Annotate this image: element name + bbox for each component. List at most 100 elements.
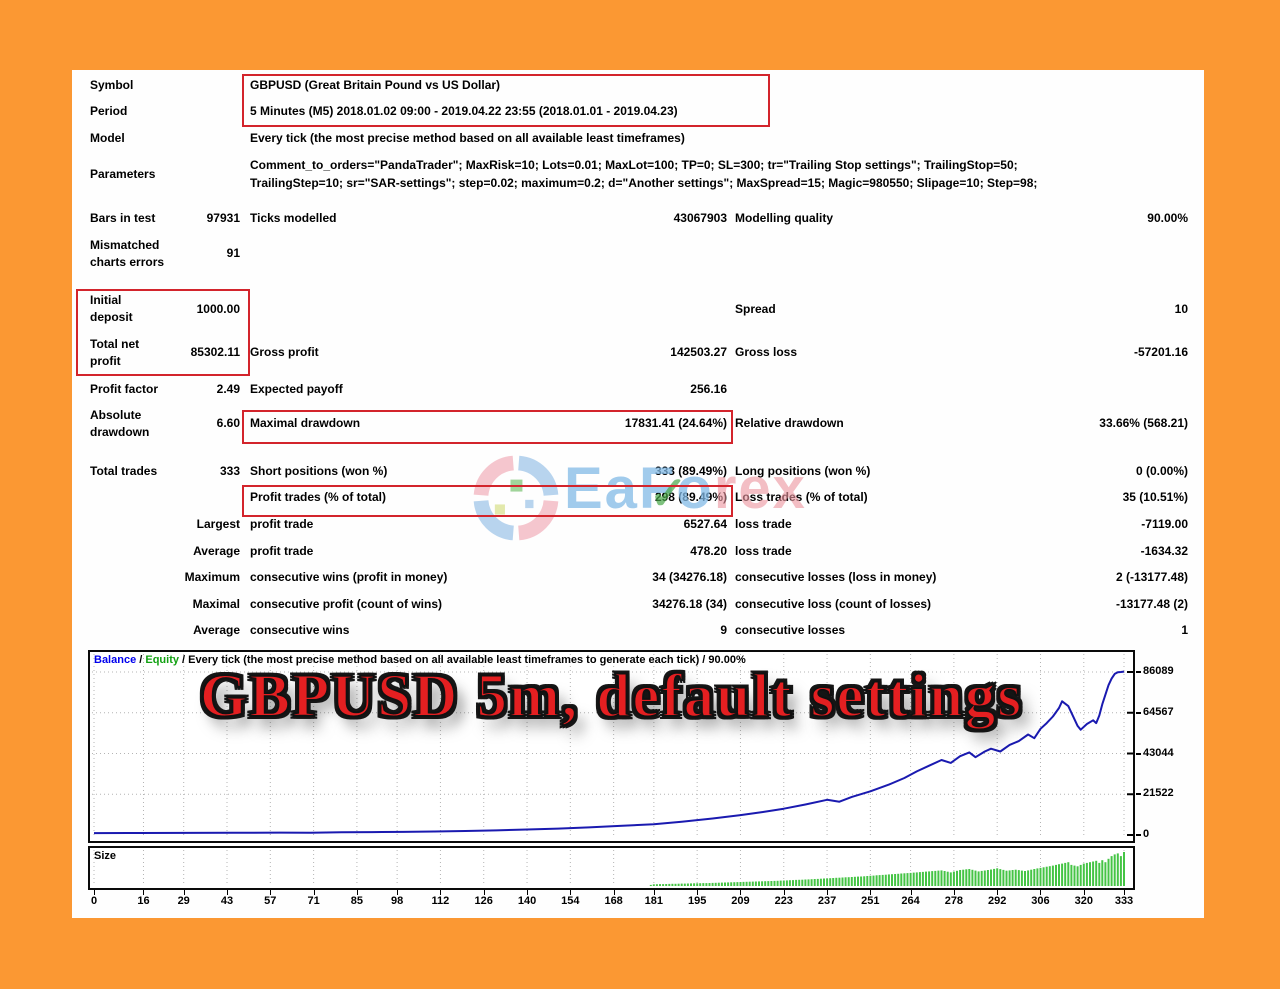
y-tick-mark (1136, 793, 1141, 796)
max-consecutive-losses-label: consecutive losses (loss in money) (735, 570, 937, 584)
size-bar (699, 883, 702, 886)
size-bar (665, 884, 668, 886)
loss-trades-label: Loss trades (% of total) (735, 490, 868, 504)
size-bar (847, 877, 850, 886)
size-bar (1119, 856, 1122, 886)
highlight-box-symbol-period (242, 74, 770, 127)
size-bar (835, 877, 838, 886)
size-bar (900, 873, 903, 886)
y-tick-label: 64567 (1143, 705, 1174, 718)
expected-payoff-value: 256.16 (690, 382, 727, 396)
x-tick-mark (1040, 890, 1042, 895)
size-bar (1107, 858, 1110, 886)
size-bar (761, 881, 764, 886)
x-tick-label: 71 (307, 895, 320, 907)
size-bar (990, 869, 992, 886)
size-bar (956, 870, 958, 886)
size-bar (918, 872, 921, 886)
size-bar (1067, 862, 1070, 886)
size-bar (853, 876, 856, 886)
expected-payoff-label: Expected payoff (250, 382, 343, 396)
x-tick-mark (143, 890, 145, 895)
chart-header-equity: Equity (145, 654, 179, 666)
x-tick-label: 209 (731, 895, 750, 907)
x-tick-label: 264 (901, 895, 920, 907)
size-bar (652, 884, 655, 886)
x-tick-label: 112 (431, 895, 450, 907)
size-bar (912, 872, 915, 886)
profit-factor-value: 2.49 (216, 382, 240, 396)
y-axis-labels: 86089 64567 43044 21522 0 (1136, 650, 1202, 850)
size-bar (1089, 862, 1091, 886)
balance-chart: Balance / Equity / Every tick (the most … (88, 650, 1135, 843)
x-tick-label: 292 (987, 895, 1007, 907)
y-tick-mark (1136, 671, 1141, 673)
total-trades-label: Total trades (90, 464, 158, 478)
size-bar (742, 881, 745, 886)
size-bar (996, 868, 999, 886)
highlight-box-maximal-drawdown (242, 410, 733, 444)
size-bar (1104, 862, 1107, 886)
size-bar (758, 881, 760, 886)
average-loss-trade-label: loss trade (735, 544, 792, 558)
balance-line (93, 670, 1125, 835)
size-bar (844, 877, 847, 886)
size-bar (909, 872, 912, 886)
x-tick-label: 251 (861, 895, 880, 907)
size-bar (1051, 865, 1054, 886)
size-bar (1042, 867, 1045, 886)
size-bar (739, 882, 742, 886)
size-bar (934, 870, 937, 886)
size-bar (1082, 863, 1085, 886)
long-positions-value: 0 (0.00%) (1135, 464, 1188, 478)
size-bar (792, 880, 794, 886)
size-bar (782, 880, 785, 886)
maximum-label: Maximum (184, 570, 240, 584)
size-chart-label: Size (94, 850, 117, 862)
x-tick-label: 16 (137, 895, 150, 907)
total-net-profit-label: Total net profit (90, 337, 140, 368)
size-bar (1113, 854, 1116, 886)
x-tick-mark (440, 890, 442, 895)
average-loss-trade-value: -1634.32 (1140, 544, 1188, 558)
size-bar (1030, 869, 1033, 886)
size-bar (751, 881, 754, 886)
size-bar (655, 884, 658, 886)
size-bar (986, 870, 989, 886)
size-bar (894, 874, 897, 886)
chart-header: Balance / Equity / Every tick (the most … (94, 654, 746, 666)
x-tick-label: 85 (350, 895, 364, 907)
size-bar (974, 870, 977, 886)
x-tick-label: 320 (1074, 895, 1093, 907)
size-bar (925, 871, 927, 886)
largest-loss-trade-label: loss trade (735, 517, 792, 531)
size-bar (720, 882, 723, 886)
x-tick-mark (870, 890, 872, 895)
size-bar (881, 874, 884, 886)
size-bar (801, 879, 804, 886)
initial-deposit-label: Initial deposit (90, 293, 133, 324)
size-bar (1101, 860, 1104, 886)
size-bar (993, 868, 996, 886)
bars-in-test-value: 97931 (206, 211, 240, 225)
average-consecutive-wins-value: 9 (720, 623, 727, 637)
size-bar (1116, 853, 1119, 886)
x-tick-mark (183, 890, 185, 895)
symbol-label: Symbol (90, 78, 134, 92)
average-label: Average (193, 544, 240, 558)
x-tick-mark (483, 890, 485, 895)
x-tick-mark (740, 890, 742, 895)
size-bar (717, 882, 720, 886)
parameters-value-line2: TrailingStep=10; sr="SAR-settings"; step… (250, 176, 1038, 190)
size-bar (659, 884, 661, 886)
max-consecutive-wins-value: 34 (34276.18) (652, 570, 727, 584)
size-bar (823, 878, 825, 886)
maximal-consecutive-loss-label: consecutive loss (count of losses) (735, 597, 932, 611)
x-tick-label: 29 (177, 895, 190, 907)
x-tick-mark (227, 890, 228, 895)
size-bar (748, 881, 751, 886)
x-tick-mark (653, 890, 655, 895)
total-trades-value: 333 (219, 464, 240, 478)
size-bar (1027, 870, 1030, 886)
size-bar (832, 878, 835, 886)
